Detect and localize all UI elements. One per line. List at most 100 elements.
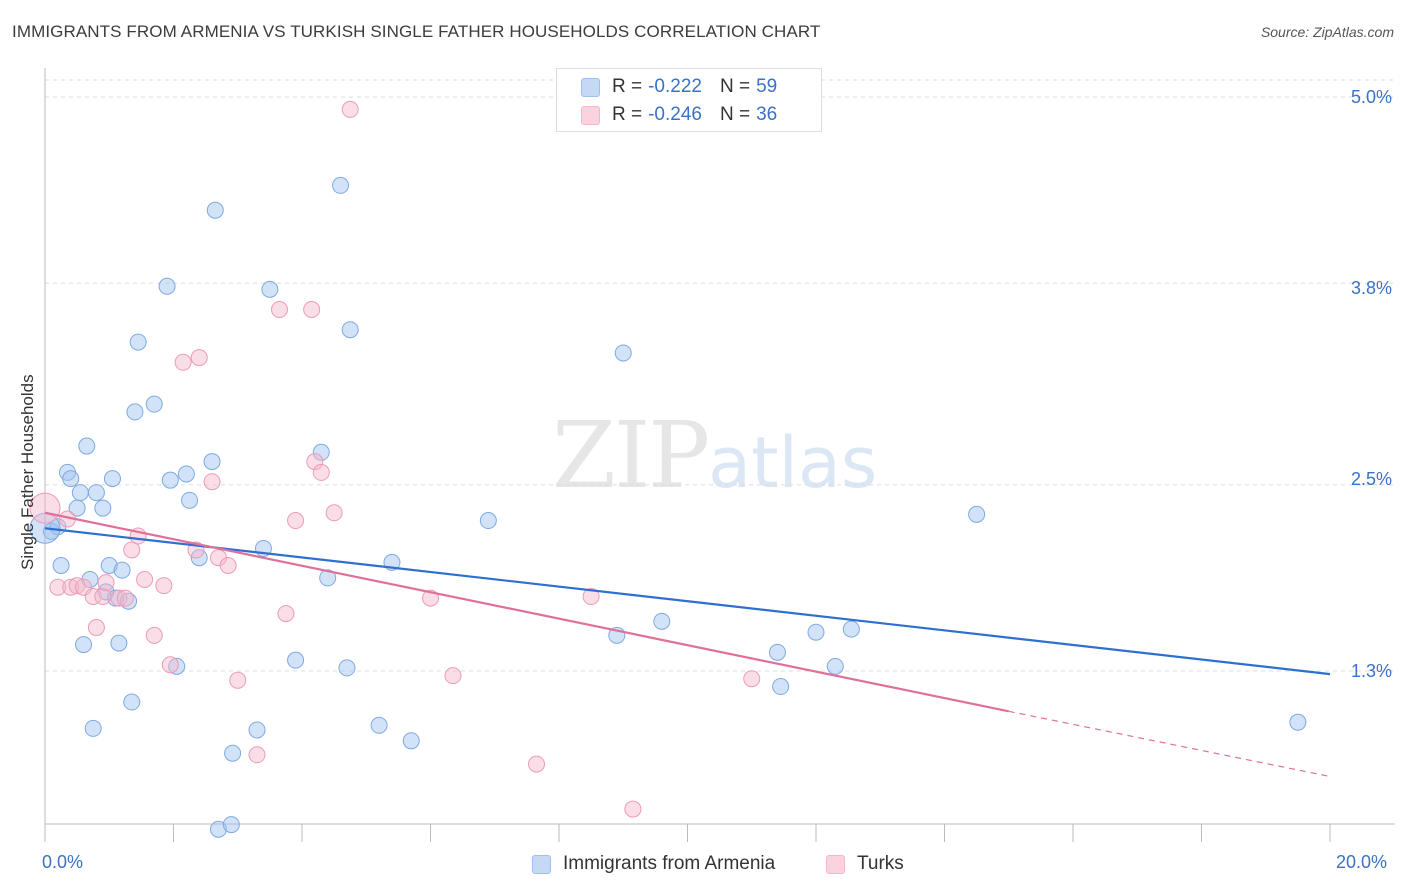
turks-point (287, 512, 305, 530)
turks-point (161, 656, 179, 674)
armenia-point (287, 651, 305, 669)
armenia-point (78, 437, 96, 455)
armenia-point (370, 716, 388, 734)
legend-n-value-armenia: 59 (756, 76, 778, 97)
watermark-atlas: atlas (708, 422, 878, 504)
turks-point (277, 605, 295, 623)
armenia-point (126, 403, 144, 421)
legend-n-label: N = (719, 104, 751, 125)
armenia-point (113, 561, 131, 579)
armenia-point (203, 453, 221, 471)
turks-point (219, 557, 237, 575)
turks-point (341, 100, 359, 118)
turks-point (624, 800, 642, 818)
turks-point (49, 578, 67, 596)
turks-point (528, 755, 546, 773)
turks-point (68, 577, 86, 595)
y-tick-label: 1.3% (1350, 661, 1392, 681)
armenia-point (123, 693, 141, 711)
turks-point (87, 619, 105, 637)
legend-swatch-armenia (581, 77, 600, 97)
turks-point (62, 578, 80, 596)
turks-point (303, 301, 321, 319)
bottom-legend-label-turks: Turks (857, 853, 904, 874)
armenia-point (62, 470, 80, 488)
armenia-point (206, 201, 224, 219)
turks-point (84, 588, 102, 606)
armenia-point (826, 657, 844, 675)
armenia-point (110, 634, 128, 652)
turks-point (116, 589, 134, 607)
y-axis-label: Single Father Households (18, 374, 37, 570)
armenia-point (338, 659, 356, 677)
turks-point (155, 577, 173, 595)
armenia-point (842, 620, 860, 638)
turks-point (271, 301, 289, 319)
turks-point (312, 463, 330, 481)
chart-title: IMMIGRANTS FROM ARMENIA VS TURKISH SINGL… (12, 22, 821, 41)
bottom-legend-swatch-armenia (532, 854, 551, 874)
turks-point (123, 541, 141, 559)
legend-swatch-turks (581, 105, 600, 125)
turks-point (136, 570, 154, 588)
turks-point (229, 671, 247, 689)
armenia-point (145, 395, 163, 413)
armenia-point (100, 557, 118, 575)
armenia-point (653, 612, 671, 630)
armenia-point (968, 505, 986, 523)
watermark-zip: ZIP (552, 402, 710, 509)
armenia-point (332, 176, 350, 194)
armenia-point (71, 484, 89, 502)
armenia-point (84, 719, 102, 737)
armenia-point (224, 744, 242, 762)
bottom-legend-turks: Turks (826, 853, 904, 875)
turks-point (248, 746, 266, 764)
armenia-point (768, 643, 786, 661)
turks-point (203, 473, 221, 491)
chart-source: Source: ZipAtlas.com (1260, 24, 1394, 40)
turks-point (94, 588, 112, 606)
armenia-point (103, 470, 121, 488)
legend-r-value-turks: -0.246 (648, 104, 702, 125)
turks-point (190, 349, 208, 367)
y-tick-label: 2.5% (1350, 469, 1392, 489)
armenia-point (209, 820, 227, 838)
bottom-legend-swatch-turks (826, 854, 845, 874)
turks-point (174, 353, 192, 371)
armenia-trend-line (44, 527, 1331, 676)
y-tick-label: 3.8% (1350, 278, 1392, 298)
turks-trend-line (44, 511, 1009, 713)
armenia-point (75, 636, 93, 654)
armenia-point (120, 592, 138, 610)
stats-legend: R = -0.222 N = 59 R = -0.246 N = 36 (556, 68, 822, 132)
turks-point (29, 492, 61, 524)
armenia-point (158, 277, 176, 295)
turks-trend-extension (1008, 710, 1331, 778)
legend-r-label: R = (612, 76, 643, 97)
armenia-point (1289, 713, 1307, 731)
armenia-point (161, 471, 179, 489)
y-tick-label: 5.0% (1350, 87, 1392, 107)
armenia-point (402, 732, 420, 750)
x-tick-label-max: 20.0% (1336, 852, 1388, 872)
armenia-point (312, 443, 330, 461)
armenia-point (614, 344, 632, 362)
armenia-point (772, 678, 790, 696)
legend-row-armenia: R = -0.222 N = 59 (581, 75, 777, 99)
legend-n-label: N = (719, 76, 751, 97)
turks-point (97, 574, 115, 592)
armenia-point (87, 484, 105, 502)
legend-r-label: R = (612, 104, 643, 125)
turks-point (145, 626, 163, 644)
x-tick-label-min: 0.0% (42, 852, 84, 872)
turks-point (110, 589, 128, 607)
armenia-point (94, 499, 112, 517)
armenia-point (222, 816, 240, 834)
legend-n-value-turks: 36 (756, 104, 778, 125)
legend-r-value-armenia: -0.222 (648, 76, 702, 97)
bottom-legend-armenia: Immigrants from Armenia (532, 853, 775, 875)
armenia-point (181, 491, 199, 509)
armenia-point (261, 280, 279, 298)
armenia-point (341, 321, 359, 339)
